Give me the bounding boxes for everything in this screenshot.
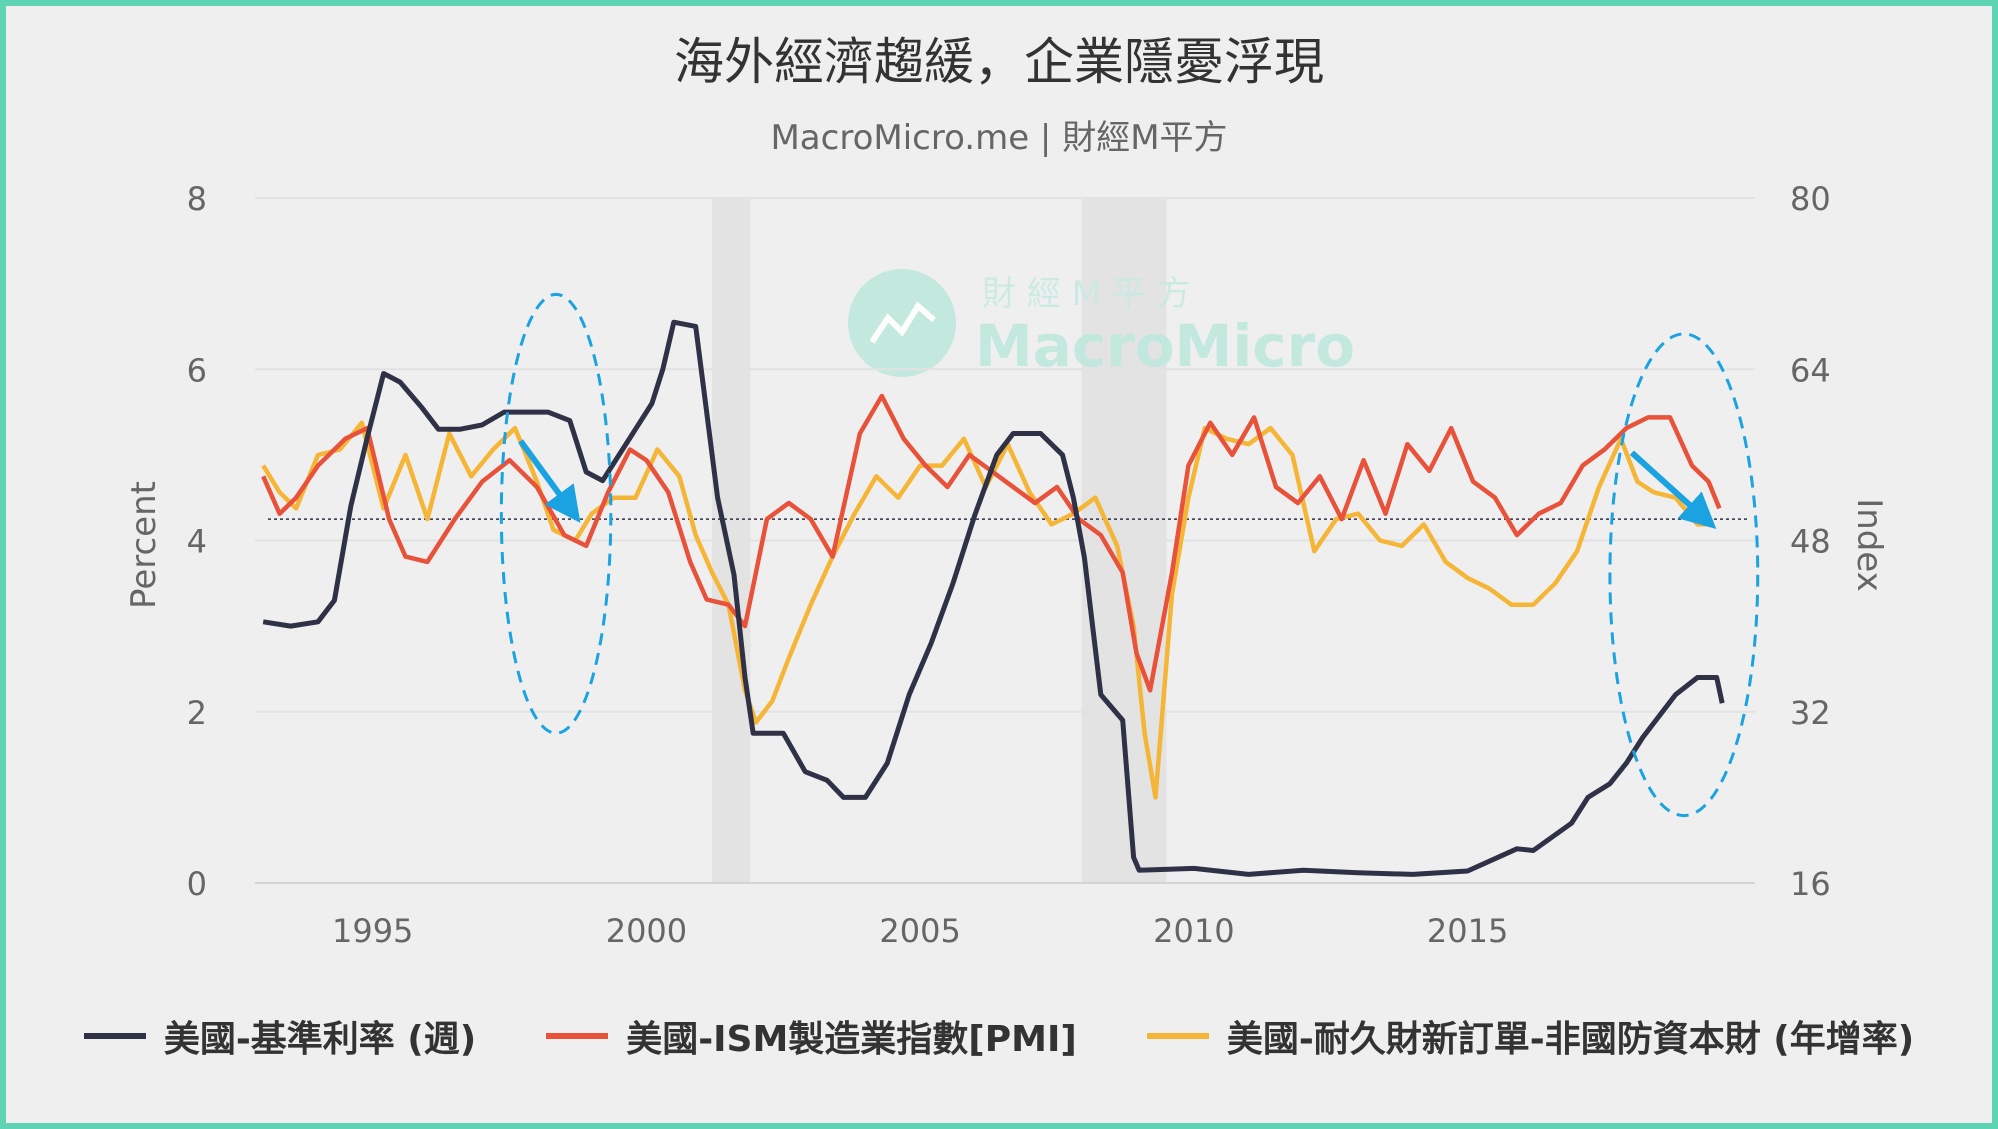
legend-label-pmi: 美國-ISM製造業指數[PMI]	[626, 1019, 1077, 1060]
x-tick-label: 2005	[879, 912, 960, 950]
series-line-pmi	[261, 393, 1722, 693]
legend-swatch-rate	[83, 1033, 146, 1039]
legend: 美國-基準利率 (週) 美國-ISM製造業指數[PMI] 美國-耐久財新訂單-非…	[0, 1010, 1998, 1062]
legend-item-pmi[interactable]: 美國-ISM製造業指數[PMI]	[546, 1010, 1077, 1062]
logo-chart-glyph	[869, 301, 936, 344]
y-right-tick-label: 32	[1790, 694, 1831, 732]
y-left-tick-label: 4	[187, 523, 207, 561]
annotation-ellipse	[1608, 332, 1760, 818]
x-tick-label: 1995	[332, 912, 413, 950]
legend-label-orders: 美國-耐久財新訂單-非國防資本財 (年增率)	[1226, 1019, 1915, 1060]
legend-swatch-pmi	[546, 1033, 609, 1039]
x-tick-label: 2000	[606, 912, 687, 950]
y-left-tick-label: 8	[187, 180, 207, 218]
x-tick-label: 2010	[1153, 912, 1234, 950]
y-right-tick-label: 64	[1790, 351, 1831, 389]
series-line-rate	[262, 319, 1725, 877]
annotation-ellipse	[499, 292, 613, 735]
watermark-chinese: 財 經 M 平 方	[982, 274, 1191, 314]
y-right-axis-title: Index	[1849, 498, 1889, 592]
series-lines	[261, 319, 1725, 877]
y-right-tick-label: 48	[1790, 523, 1831, 561]
annotation-arrow	[1629, 450, 1717, 530]
watermark: 財 經 M 平 方 MacroMicro	[848, 269, 1355, 380]
y-left-tick-label: 0	[187, 865, 207, 903]
legend-item-rate[interactable]: 美國-基準利率 (週)	[83, 1010, 477, 1062]
gridlines	[255, 197, 1755, 884]
y-right-tick-label: 80	[1790, 180, 1831, 218]
legend-item-orders[interactable]: 美國-耐久財新訂單-非國防資本財 (年增率)	[1146, 1010, 1915, 1062]
y-left-axis-title: Percent	[124, 481, 164, 609]
macromicro-logo-icon	[848, 269, 956, 377]
axes: 0 2 4 6 8 16 32 48 64 80 1995 2000 2005 2010 2015 Perce…	[124, 180, 1889, 950]
annotation-arrow	[518, 439, 581, 523]
legend-swatch-orders	[1146, 1033, 1209, 1039]
y-left-tick-label: 2	[187, 694, 207, 732]
annotations	[499, 292, 1760, 818]
chart-subtitle: MacroMicro.me | 財經M平方	[770, 118, 1228, 158]
chart-title: 海外經濟趨緩，企業隱憂浮現	[674, 33, 1324, 91]
y-right-tick-label: 16	[1790, 865, 1831, 903]
y-left-tick-label: 6	[187, 351, 207, 389]
legend-label-rate: 美國-基準利率 (週)	[163, 1019, 477, 1060]
x-tick-label: 2015	[1427, 912, 1508, 950]
